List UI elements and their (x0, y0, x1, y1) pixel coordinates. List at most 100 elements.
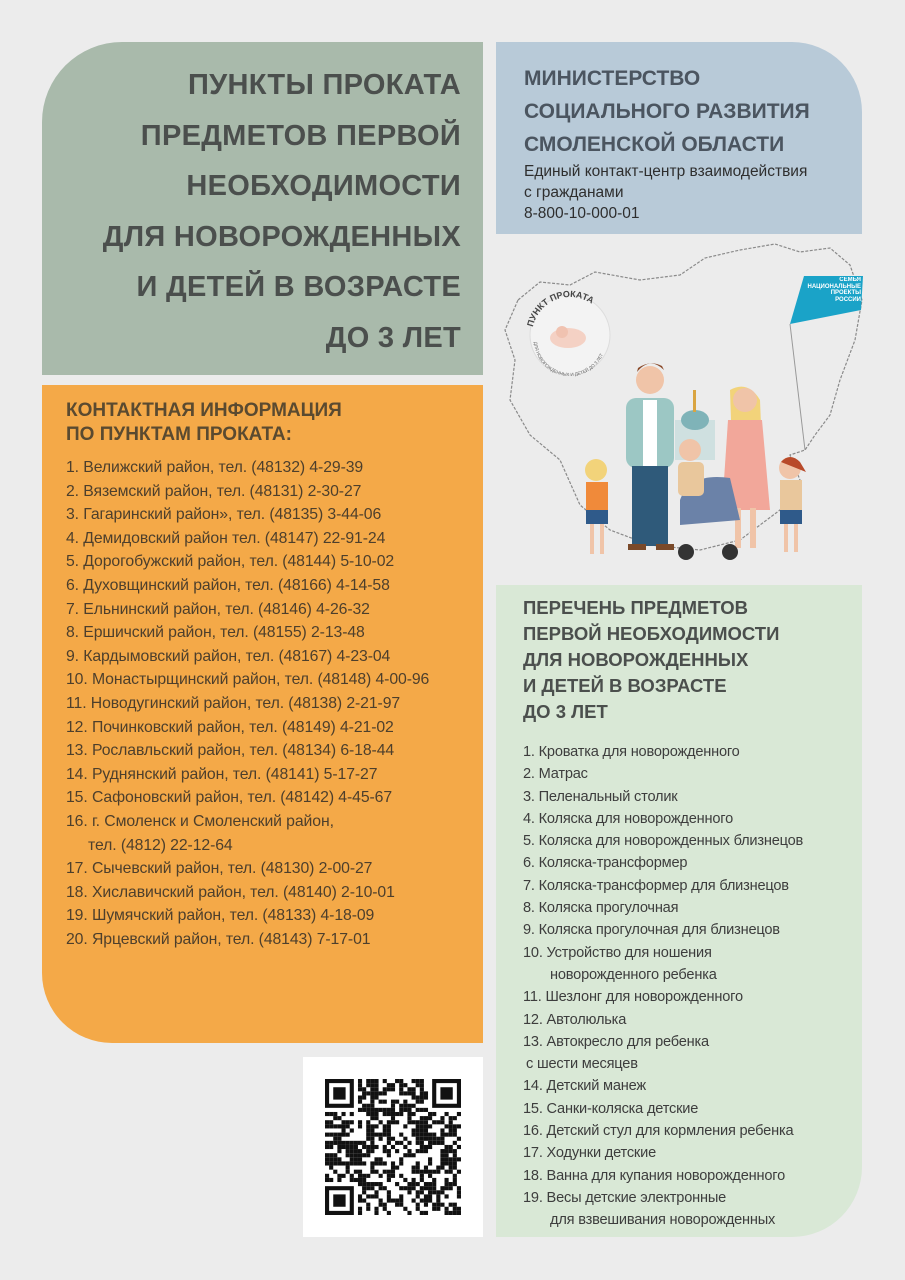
ministry-name: СОЦИАЛЬНОГО РАЗВИТИЯ (524, 100, 810, 123)
list-item-text: 10. Монастырщинский район, тел. (48148) … (66, 671, 430, 689)
list-item-text: 1. Кроватка для новорожденного (523, 744, 740, 760)
list-item-text: 11. Новодугинский район, тел. (48138) 2-… (66, 694, 401, 712)
title-line: И ДЕТЕЙ В ВОЗРАСТЕ (136, 271, 461, 303)
mother-figure (722, 386, 770, 548)
list-item-text: 13. Рославльский район, тел. (48134) 6-1… (66, 742, 395, 760)
list-item: 12. Автолюлька (523, 1009, 854, 1031)
list-item-text: 9. Коляска прогулочная для близнецов (523, 922, 780, 939)
region-map-outline (504, 243, 863, 551)
items-list: 1. Кроватка для новорожденного 2. Матрас 3… (523, 741, 854, 1232)
list-item-text: 15. Санки-коляска детские (523, 1100, 699, 1117)
list-item: 7. Ельнинский район, тел. (48146) 4-26-3… (66, 598, 473, 622)
list-item-text: 7. Коляска-трансформер для близнецов (523, 877, 789, 894)
list-item: 14. Руднянский район, тел. (48141) 5-17-… (66, 763, 473, 787)
list-item: 16. г. Смоленск и Смоленский район, тел. … (66, 810, 473, 857)
list-item: 2. Вяземский район, тел. (48131) 2-30-27 (66, 480, 473, 504)
list-item: 3. Гагаринский район», тел. (48135) 3-44… (66, 503, 473, 527)
list-item-text: 14. Детский манеж (523, 1078, 646, 1095)
list-item-text: 12. Автолюлька (523, 1011, 627, 1028)
girl-right-figure (779, 457, 806, 552)
list-item: 6. Коляска-трансформер (523, 852, 854, 874)
list-item-text: 6. Коляска-трансформер (523, 855, 688, 872)
list-item: 10. Монастырщинский район, тел. (48148) … (66, 668, 473, 692)
title-line: НЕОБХОДИМОСТИ (186, 170, 461, 202)
title-line: ПРЕДМЕТОВ ПЕРВОЙ (140, 119, 461, 152)
list-item: 19. Шумячский район, тел. (48133) 4-18-0… (66, 904, 473, 928)
title-panel: ПУНКТЫ ПРОКАТА ПРЕДМЕТОВ ПЕРВОЙ НЕОБХОДИ… (42, 42, 483, 375)
girl-left-figure (585, 459, 608, 554)
list-item-text: 6. Духовщинский район, тел. (48166) 4-14… (66, 576, 390, 594)
list-item-text: 19. Шумячский район, тел. (48133) 4-18-0… (66, 907, 375, 925)
list-item-text: 10. Устройство для ношения (523, 944, 712, 961)
items-heading: ДЛЯ НОВОРОЖДЕННЫХ (523, 649, 749, 670)
contact-center-label: с гражданами (524, 184, 624, 201)
contact-center-phone: 8-800-10-000-01 (524, 205, 640, 222)
contacts-heading: ПО ПУНКТАМ ПРОКАТА: (66, 424, 292, 445)
list-item: 5. Дорогобужский район, тел. (48144) 5-1… (66, 550, 473, 574)
contacts-heading: КОНТАКТНАЯ ИНФОРМАЦИЯ (66, 400, 342, 421)
father-figure (626, 363, 674, 550)
list-item-text: 16. г. Смоленск и Смоленский район, (66, 812, 334, 830)
list-item: 7. Коляска-трансформер для близнецов (523, 875, 854, 897)
list-item-text: 2. Матрас (523, 766, 588, 783)
list-item: 17. Ходунки детские (523, 1142, 854, 1164)
items-heading: И ДЕТЕЙ В ВОЗРАСТЕ (523, 675, 727, 696)
list-item-text: 18. Ванна для купания новорожденного (523, 1167, 786, 1184)
list-item: 2. Матрас (523, 763, 854, 785)
list-item-text: 16. Детский стул для кормления ребенка (523, 1123, 794, 1140)
list-item: 4. Демидовский район тел. (48147) 22-91-… (66, 527, 473, 551)
list-item: 20. Ярцевский район, тел. (48143) 7-17-0… (66, 928, 473, 952)
list-item: 17. Сычевский район, тел. (48130) 2-00-2… (66, 857, 473, 881)
contacts-panel: КОНТАКТНАЯ ИНФОРМАЦИЯ ПО ПУНКТАМ ПРОКАТА… (42, 385, 483, 1043)
list-item: 10. Устройство для ношения новорожденного… (523, 942, 854, 987)
list-item: 9. Кардымовский район, тел. (48167) 4-23… (66, 645, 473, 669)
contact-center-label: Единый контакт-центр взаимодействия (524, 163, 808, 180)
items-panel: ПЕРЕЧЕНЬ ПРЕДМЕТОВ ПЕРВОЙ НЕОБХОДИМОСТИ … (496, 585, 862, 1237)
list-item-continuation: тел. (4812) 22-12-64 (88, 836, 233, 854)
list-item: 19. Весы детские электронные для взвешива… (523, 1187, 854, 1232)
contacts-list: 1. Велижский район, тел. (48132) 4-29-39… (66, 456, 473, 951)
family-map-illustration: ПУНКТ ПРОКАТА ДЛЯ НОВОРОЖДЕННЫХ И ДЕТЕЙ … (504, 243, 863, 560)
list-item-text: 4. Коляска для новорожденного (523, 810, 733, 827)
list-item-text: 5. Коляска для новорожденных близнецов (523, 833, 804, 850)
rental-point-logo: ПУНКТ ПРОКАТА ДЛЯ НОВОРОЖДЕННЫХ И ДЕТЕЙ … (525, 289, 611, 377)
list-item: 11. Шезлонг для новорожденного (523, 986, 854, 1008)
list-item: 15. Сафоновский район, тел. (48142) 4-45… (66, 786, 473, 810)
list-item-text: 14. Руднянский район, тел. (48141) 5-17-… (66, 765, 378, 783)
list-item-text: 12. Починковский район, тел. (48149) 4-2… (66, 718, 394, 736)
list-item: 13. Рославльский район, тел. (48134) 6-1… (66, 739, 473, 763)
qr-code[interactable] (325, 1079, 461, 1215)
national-projects-flag: СЕМЬЯ НАЦИОНАЛЬНЫЕ ПРОЕКТЫ РОССИИ (789, 276, 863, 451)
list-item: 15. Санки-коляска детские (523, 1098, 854, 1120)
list-item-text: 8. Ершичский район, тел. (48155) 2-13-48 (66, 624, 365, 642)
list-item-text: 19. Весы детские электронные (523, 1189, 727, 1206)
list-item: 13. Автокресло для ребенка с шести месяце… (523, 1031, 854, 1076)
list-item: 8. Ершичский район, тел. (48155) 2-13-48 (66, 621, 473, 645)
list-item-text: 1. Велижский район, тел. (48132) 4-29-39 (66, 459, 364, 476)
list-item-text: 11. Шезлонг для новорожденного (523, 989, 743, 1006)
list-item-text: 9. Кардымовский район, тел. (48167) 4-23… (66, 647, 391, 665)
list-item: 14. Детский манеж (523, 1075, 854, 1097)
list-item-text: 7. Ельнинский район, тел. (48146) 4-26-3… (66, 600, 370, 618)
title-line: ДО 3 ЛЕТ (325, 321, 461, 354)
title-line: ДЛЯ НОВОРОЖДЕННЫХ (102, 220, 461, 253)
list-item: 12. Починковский район, тел. (48149) 4-2… (66, 716, 473, 740)
list-item: 5. Коляска для новорожденных близнецов (523, 830, 854, 852)
items-heading: ПЕРЕЧЕНЬ ПРЕДМЕТОВ (523, 597, 748, 618)
list-item-text: 3. Пеленальный столик (523, 788, 678, 805)
list-item-text: 17. Сычевский район, тел. (48130) 2-00-2… (66, 860, 373, 878)
list-item-text: 4. Демидовский район тел. (48147) 22-91-… (66, 529, 386, 547)
list-item-text: 3. Гагаринский район», тел. (48135) 3-44… (66, 506, 382, 524)
ministry-panel: МИНИСТЕРСТВО СОЦИАЛЬНОГО РАЗВИТИЯ СМОЛЕН… (496, 42, 862, 234)
list-item: 9. Коляска прогулочная для близнецов (523, 919, 854, 941)
list-item: 1. Велижский район, тел. (48132) 4-29-39 (66, 456, 473, 480)
list-item: 6. Духовщинский район, тел. (48166) 4-14… (66, 574, 473, 598)
list-item: 18. Хиславичский район, тел. (48140) 2-1… (66, 881, 473, 905)
list-item-text: 5. Дорогобужский район, тел. (48144) 5-1… (66, 553, 395, 571)
list-item: 8. Коляска прогулочная (523, 897, 854, 919)
list-item: 3. Пеленальный столик (523, 786, 854, 808)
list-item-text: 8. Коляска прогулочная (523, 900, 679, 917)
list-item: 11. Новодугинский район, тел. (48138) 2-… (66, 692, 473, 716)
list-item: 16. Детский стул для кормления ребенка (523, 1120, 854, 1142)
flag-text: СЕМЬЯ НАЦИОНАЛЬНЫЕ ПРОЕКТЫ РОССИИ (807, 277, 862, 303)
